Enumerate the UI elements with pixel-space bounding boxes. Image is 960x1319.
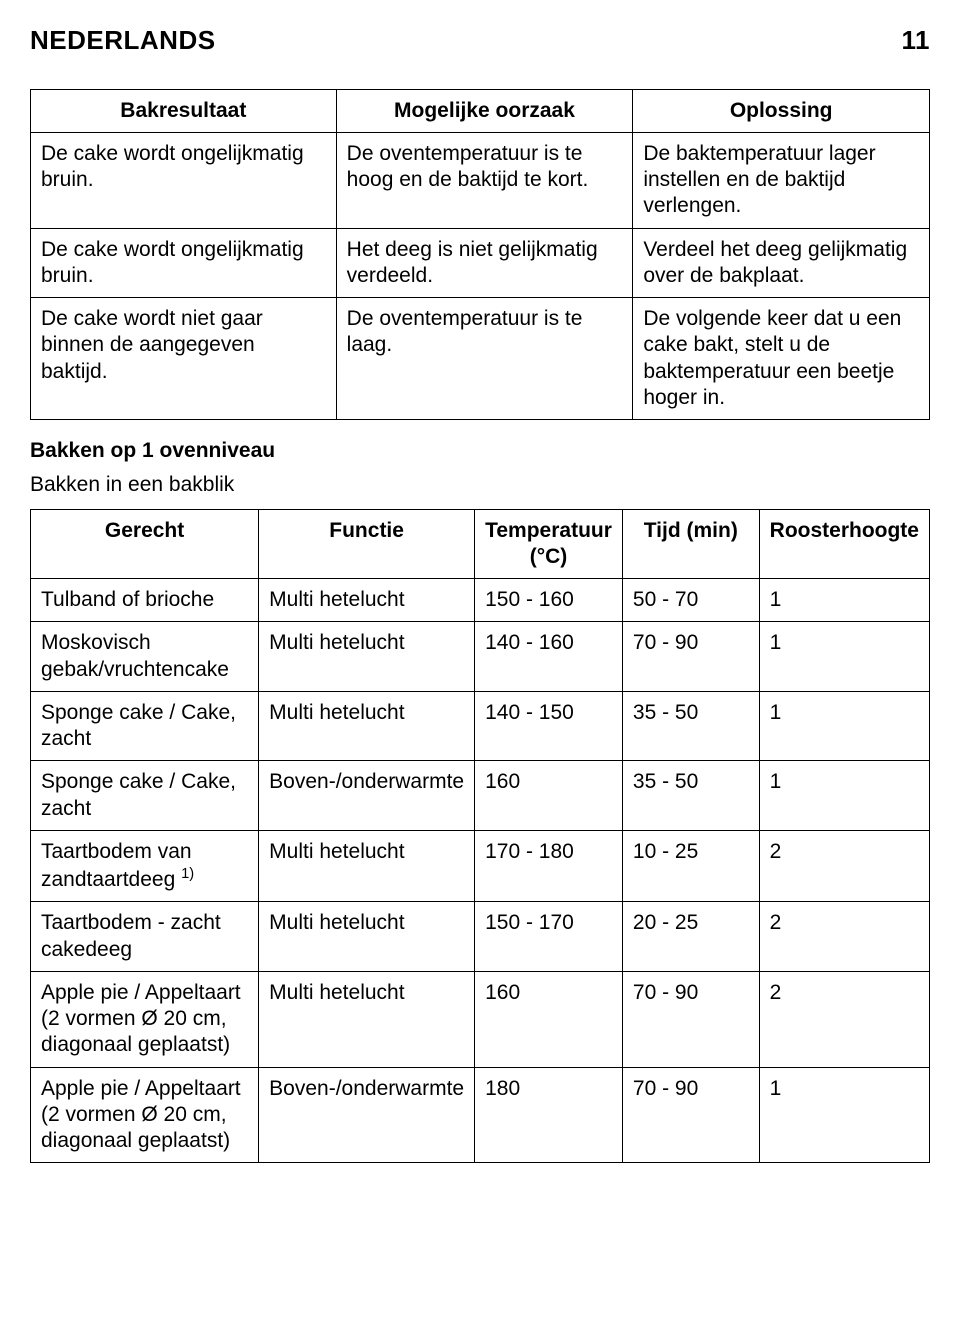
section-subtitle: Bakken in een bakblik — [30, 472, 930, 498]
table-cell: De cake wordt ongelijkmatig bruin. — [31, 228, 337, 298]
table-row: De cake wordt ongelijkmatig bruin.De ove… — [31, 132, 930, 228]
table-cell: 10 - 25 — [622, 830, 759, 902]
t2-h1: Functie — [259, 509, 475, 579]
table-cell: Boven-/onderwarmte — [259, 761, 475, 831]
header-left: NEDERLANDS — [30, 24, 216, 57]
table-cell: 2 — [759, 902, 929, 972]
table-cell: Multi hetelucht — [259, 622, 475, 692]
table-cell: Taartbodem van zandtaartdeeg 1) — [31, 830, 259, 902]
table-cell: Taartbodem - zacht cakedeeg — [31, 902, 259, 972]
table-row: Sponge cake / Cake, zachtMulti hetelucht… — [31, 691, 930, 761]
table-cell: 70 - 90 — [622, 971, 759, 1067]
t2-h4: Roosterhoogte — [759, 509, 929, 579]
table-row: Apple pie / Appeltaart (2 vormen Ø 20 cm… — [31, 971, 930, 1067]
header-page-number: 11 — [902, 24, 931, 57]
footnote-marker: 1) — [181, 866, 194, 882]
table-cell: Boven-/onderwarmte — [259, 1067, 475, 1163]
t2-h2: Temperatuur (°C) — [475, 509, 623, 579]
table-cell: 170 - 180 — [475, 830, 623, 902]
table-cell: Multi hetelucht — [259, 902, 475, 972]
table-row: Apple pie / Appeltaart (2 vormen Ø 20 cm… — [31, 1067, 930, 1163]
table-cell: 160 — [475, 971, 623, 1067]
troubleshoot-table: Bakresultaat Mogelijke oorzaak Oplossing… — [30, 89, 930, 421]
table-row: De cake wordt niet gaar binnen de aangeg… — [31, 298, 930, 420]
t2-h0: Gerecht — [31, 509, 259, 579]
table-cell: 1 — [759, 579, 929, 622]
baking-table: Gerecht Functie Temperatuur (°C) Tijd (m… — [30, 509, 930, 1164]
table-cell: 2 — [759, 830, 929, 902]
table-cell: Moskovisch gebak/vruchtencake — [31, 622, 259, 692]
t2-h3: Tijd (min) — [622, 509, 759, 579]
table-cell: Multi hetelucht — [259, 830, 475, 902]
table-cell: Multi hetelucht — [259, 691, 475, 761]
table-cell: Multi hetelucht — [259, 971, 475, 1067]
table-cell: 70 - 90 — [622, 622, 759, 692]
table-cell: 1 — [759, 622, 929, 692]
table-cell: 2 — [759, 971, 929, 1067]
table-cell: 150 - 170 — [475, 902, 623, 972]
table-cell: Apple pie / Appeltaart (2 vormen Ø 20 cm… — [31, 1067, 259, 1163]
table-row: Taartbodem van zandtaartdeeg 1)Multi het… — [31, 830, 930, 902]
table-cell: 70 - 90 — [622, 1067, 759, 1163]
table-cell: De cake wordt ongelijkmatig bruin. — [31, 132, 337, 228]
table-cell: 150 - 160 — [475, 579, 623, 622]
table-row: De cake wordt ongelijkmatig bruin.Het de… — [31, 228, 930, 298]
table-cell: Het deeg is niet gelijkmatig verdeeld. — [336, 228, 633, 298]
table-cell: Apple pie / Appeltaart (2 vormen Ø 20 cm… — [31, 971, 259, 1067]
table-cell: Multi hetelucht — [259, 579, 475, 622]
table-cell: 35 - 50 — [622, 761, 759, 831]
table-cell: De oventemperatuur is te hoog en de bakt… — [336, 132, 633, 228]
table-cell: 140 - 150 — [475, 691, 623, 761]
table-row: Sponge cake / Cake, zachtBoven-/onderwar… — [31, 761, 930, 831]
table-cell: 35 - 50 — [622, 691, 759, 761]
section-title: Bakken op 1 ovenniveau — [30, 438, 930, 464]
table-cell: 180 — [475, 1067, 623, 1163]
table-cell: 50 - 70 — [622, 579, 759, 622]
table-cell: De volgende keer dat u een cake bakt, st… — [633, 298, 930, 420]
table-cell: De baktemperatuur lager instellen en de … — [633, 132, 930, 228]
table-cell: 20 - 25 — [622, 902, 759, 972]
table-cell: De cake wordt niet gaar binnen de aangeg… — [31, 298, 337, 420]
t1-h1: Mogelijke oorzaak — [336, 89, 633, 132]
table-cell: Sponge cake / Cake, zacht — [31, 761, 259, 831]
table-cell: 1 — [759, 691, 929, 761]
table-cell: Sponge cake / Cake, zacht — [31, 691, 259, 761]
table-cell: Tulband of brioche — [31, 579, 259, 622]
table-cell: 140 - 160 — [475, 622, 623, 692]
table-cell: Verdeel het deeg gelijkmatig over de bak… — [633, 228, 930, 298]
t1-h0: Bakresultaat — [31, 89, 337, 132]
table-row: Taartbodem - zacht cakedeegMulti heteluc… — [31, 902, 930, 972]
table-cell: 160 — [475, 761, 623, 831]
table-row: Tulband of briocheMulti hetelucht150 - 1… — [31, 579, 930, 622]
table-row: Moskovisch gebak/vruchtencakeMulti hetel… — [31, 622, 930, 692]
page-header: NEDERLANDS 11 — [30, 24, 930, 57]
table-cell: 1 — [759, 1067, 929, 1163]
table-cell: De oventemperatuur is te laag. — [336, 298, 633, 420]
table-cell: 1 — [759, 761, 929, 831]
t1-h2: Oplossing — [633, 89, 930, 132]
